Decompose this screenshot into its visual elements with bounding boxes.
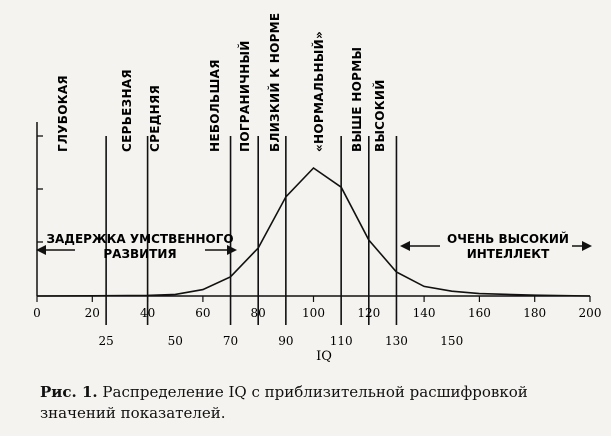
series-line — [36, 166, 591, 297]
category-label: НЕБОЛЬШАЯ — [208, 59, 222, 152]
x-tick-label-lower: 90 — [278, 334, 293, 348]
band-label-gifted-2: ИНТЕЛЛЕКТ — [467, 247, 550, 261]
x-ticks-upper: 0 20 40 60 80 100 120 140 160 180 200 — [33, 296, 601, 320]
x-tick-label: 200 — [579, 306, 602, 320]
x-tick-label: 0 — [33, 306, 41, 320]
category-label: СЕРЬЕЗНАЯ — [120, 69, 134, 152]
caption-fig-number: Рис. 1. — [40, 383, 98, 401]
category-boundaries — [105, 136, 398, 325]
arrowhead-left-end — [227, 245, 237, 255]
x-tick-label-lower: 110 — [330, 334, 353, 348]
band-label-gifted: ОЧЕНЬ ВЫСОКИЙ — [447, 231, 569, 246]
x-tick-label: 20 — [85, 306, 100, 320]
x-tick-label-lower: 50 — [168, 334, 183, 348]
arrowhead-right-end — [582, 241, 592, 251]
iq-distribution-chart: ГЛУБОКАЯ СЕРЬЕЗНАЯ СРЕДНЯЯ НЕБОЛЬШАЯ ПОГРАНИ… — [33, 13, 601, 364]
category-labels: ГЛУБОКАЯ СЕРЬЕЗНАЯ СРЕДНЯЯ НЕБОЛЬШАЯ ПОГРАНИ… — [56, 13, 387, 152]
caption-text: Распределение IQ с приблизительной расши… — [40, 383, 528, 422]
x-tick-label: 40 — [140, 306, 155, 320]
category-label: ВЫСОКИЙ — [372, 79, 387, 152]
x-tick-label: 100 — [302, 306, 325, 320]
category-label: СРЕДНЯЯ — [148, 85, 162, 152]
x-tick-label: 140 — [413, 306, 436, 320]
band-label-retardation-2: РАЗВИТИЯ — [103, 247, 176, 261]
x-ticks-lower: 25 50 70 90 110 130 150 — [98, 334, 463, 348]
figure-caption: Рис. 1. Распределение IQ с приблизительн… — [40, 382, 605, 424]
category-label: БЛИЗКИЙ К НОРМЕ — [267, 13, 282, 152]
category-label: ГЛУБОКАЯ — [56, 75, 70, 152]
x-tick-label-lower: 150 — [440, 334, 463, 348]
x-tick-label-lower: 70 — [223, 334, 238, 348]
distribution-curve — [36, 166, 591, 297]
x-tick-label: 160 — [468, 306, 491, 320]
arrowhead-right-start — [400, 241, 410, 251]
x-tick-label: 120 — [357, 306, 380, 320]
left-axis-ticks — [37, 135, 43, 243]
arrowhead-left — [36, 245, 46, 255]
category-label: «НОРМАЛЬНЫЙ» — [311, 31, 326, 152]
category-label: ПОГРАНИЧНЫЙ — [237, 40, 252, 152]
x-tick-label: 180 — [523, 306, 546, 320]
x-tick-label-lower: 25 — [98, 334, 113, 348]
x-tick-label: 60 — [195, 306, 210, 320]
category-label: ВЫШЕ НОРМЫ — [350, 47, 364, 152]
band-label-retardation: ЗАДЕРЖКА УМСТВЕННОГО — [46, 232, 233, 246]
x-tick-label: 80 — [251, 306, 266, 320]
x-tick-label-lower: 130 — [385, 334, 408, 348]
x-axis-label: IQ — [316, 349, 332, 364]
